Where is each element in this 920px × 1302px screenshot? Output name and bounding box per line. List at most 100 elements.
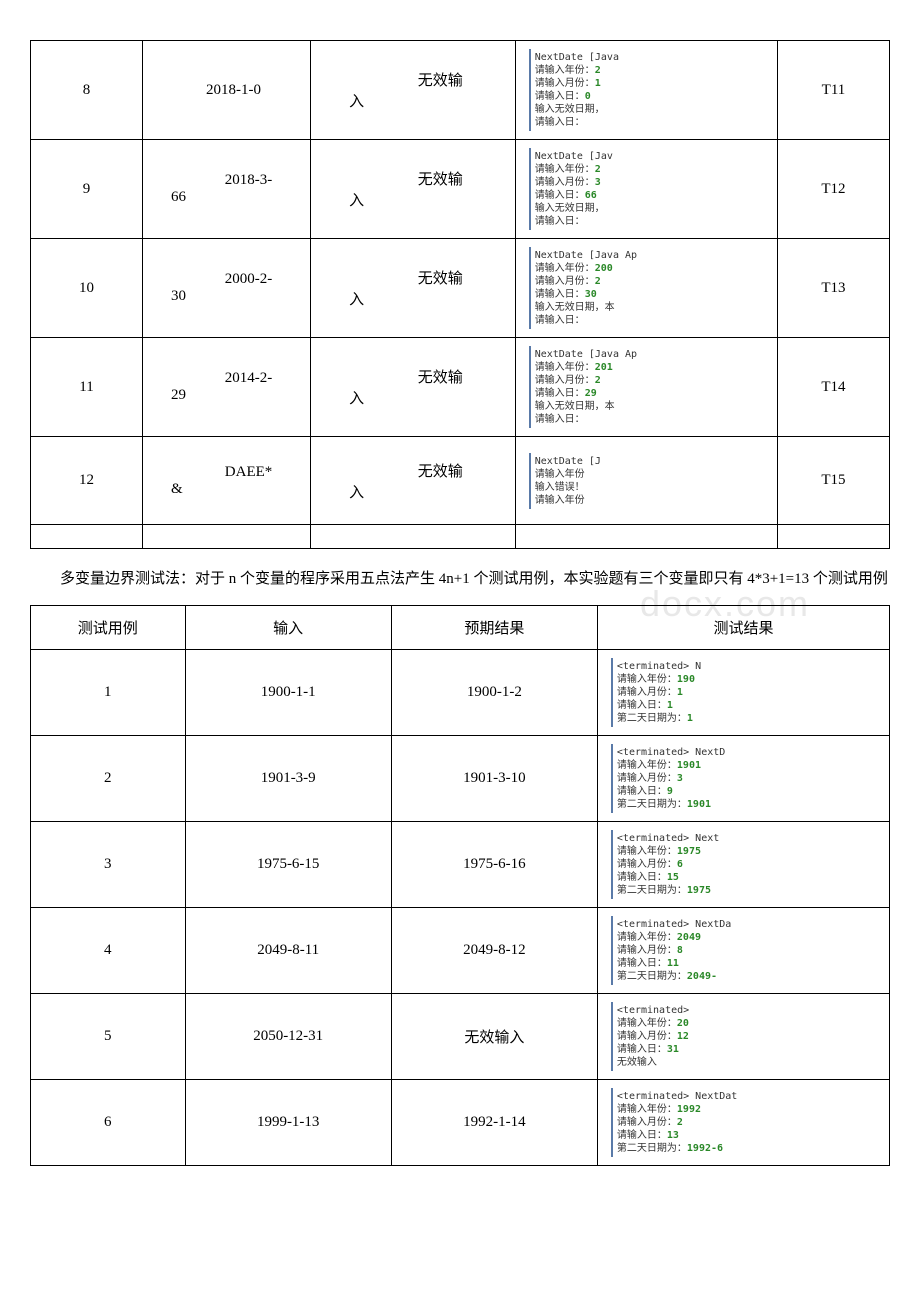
console-title: <terminated> NextD xyxy=(617,746,872,759)
row-result: <terminated> NextDa请输入年份：2049请输入月份：8请输入日… xyxy=(597,908,889,994)
console-value: 2 xyxy=(595,164,601,175)
console-line: 请输入月份：8 xyxy=(617,944,872,957)
console-value: 1901 xyxy=(687,799,711,810)
description-paragraph: 多变量边界测试法：对于 n 个变量的程序采用五点法产生 4n+1 个测试用例，本… xyxy=(30,567,890,591)
console-line: 第二天日期为：1 xyxy=(617,712,872,725)
row-num: 4 xyxy=(31,908,186,994)
console-line: 请输入月份：6 xyxy=(617,858,872,871)
row-result: <terminated> NextDat请输入年份：1992请输入月份：2请输入… xyxy=(597,1080,889,1166)
console-value: 200 xyxy=(595,263,613,274)
console-output: <terminated> Next请输入年份：1975请输入月份：6请输入日：1… xyxy=(611,830,876,899)
console-line: 请输入日：31 xyxy=(617,1043,872,1056)
row-tag: T11 xyxy=(777,41,889,140)
row-input: 2018-3-66 xyxy=(143,140,311,239)
console-line: 请输入月份：3 xyxy=(617,772,872,785)
console-value: 3 xyxy=(595,177,601,188)
console-line: 请输入日：1 xyxy=(617,699,872,712)
console-value: 1992-6 xyxy=(687,1143,723,1154)
console-value: 1975 xyxy=(677,846,701,857)
console-value: 1 xyxy=(677,687,683,698)
row-num: 6 xyxy=(31,1080,186,1166)
console-title: NextDate [J xyxy=(535,455,761,468)
table2-header-input: 输入 xyxy=(185,606,391,650)
console-output: NextDate [Java Ap请输入年份：201请输入月份：2请输入日：29… xyxy=(529,346,765,428)
row-num: 10 xyxy=(31,239,143,338)
row-input: 1900-1-1 xyxy=(185,650,391,736)
console-line: 请输入月份：2 xyxy=(535,374,761,387)
console-line: 输入无效日期， xyxy=(535,103,761,116)
table-row: 31975-6-151975-6-16<terminated> Next请输入年… xyxy=(31,822,890,908)
console-value: 31 xyxy=(667,1044,679,1055)
console-value: 8 xyxy=(677,945,683,956)
table2-header-result: 测试结果 xyxy=(597,606,889,650)
row-result: NextDate [J请输入年份输入错误！请输入年份 xyxy=(516,437,777,525)
console-value: 15 xyxy=(667,872,679,883)
row-result: NextDate [Jav请输入年份：2请输入月份：3请输入日：66输入无效日期… xyxy=(516,140,777,239)
console-value: 201 xyxy=(595,362,613,373)
console-line: 请输入月份：12 xyxy=(617,1030,872,1043)
console-output: NextDate [J请输入年份输入错误！请输入年份 xyxy=(529,453,765,509)
console-value: 9 xyxy=(667,786,673,797)
console-value: 20 xyxy=(677,1018,689,1029)
console-line: 第二天日期为：2049- xyxy=(617,970,872,983)
console-line: 请输入月份：2 xyxy=(617,1116,872,1129)
table-row: 12DAEE*&无效输入NextDate [J请输入年份输入错误！请输入年份T1… xyxy=(31,437,890,525)
row-result: <terminated> NextD请输入年份：1901请输入月份：3请输入日：… xyxy=(597,736,889,822)
row-num: 12 xyxy=(31,437,143,525)
console-title: <terminated> NextDat xyxy=(617,1090,872,1103)
table-row: 61999-1-131992-1-14<terminated> NextDat请… xyxy=(31,1080,890,1166)
console-line: 请输入日：11 xyxy=(617,957,872,970)
row-expected: 无效输入 xyxy=(311,239,516,338)
row-num: 8 xyxy=(31,41,143,140)
console-value: 1 xyxy=(667,700,673,711)
console-value: 12 xyxy=(677,1031,689,1042)
row-input: 1901-3-9 xyxy=(185,736,391,822)
console-line: 输入错误！ xyxy=(535,481,761,494)
console-output: <terminated> N请输入年份：190请输入月份：1请输入日：1第二天日… xyxy=(611,658,876,727)
row-tag: T13 xyxy=(777,239,889,338)
table2-header-row: 测试用例 输入 预期结果 测试结果 xyxy=(31,606,890,650)
console-value: 13 xyxy=(667,1130,679,1141)
row-input: 2049-8-11 xyxy=(185,908,391,994)
console-line: 第二天日期为：1975 xyxy=(617,884,872,897)
console-line: 请输入年份：1901 xyxy=(617,759,872,772)
console-line: 第二天日期为：1992-6 xyxy=(617,1142,872,1155)
console-line: 请输入日：0 xyxy=(535,90,761,103)
table-row: 92018-3-66无效输入NextDate [Jav请输入年份：2请输入月份：… xyxy=(31,140,890,239)
row-tag: T14 xyxy=(777,338,889,437)
console-line: 请输入日： xyxy=(535,215,761,228)
table2-header-num: 测试用例 xyxy=(31,606,186,650)
console-value: 1992 xyxy=(677,1104,701,1115)
console-line: 输入无效日期， xyxy=(535,202,761,215)
row-num: 2 xyxy=(31,736,186,822)
test-case-table-1: 82018-1-0无效输入NextDate [Java请输入年份：2请输入月份：… xyxy=(30,40,890,549)
console-title: <terminated> xyxy=(617,1004,872,1017)
console-line: 无效输入 xyxy=(617,1056,872,1069)
console-output: NextDate [Jav请输入年份：2请输入月份：3请输入日：66输入无效日期… xyxy=(529,148,765,230)
console-title: <terminated> N xyxy=(617,660,872,673)
console-value: 1975 xyxy=(687,885,711,896)
console-title: NextDate [Jav xyxy=(535,150,761,163)
console-line: 请输入日：9 xyxy=(617,785,872,798)
row-expected: 无效输入 xyxy=(311,338,516,437)
console-value: 2 xyxy=(595,375,601,386)
console-line: 请输入年份：2049 xyxy=(617,931,872,944)
console-line: 请输入日： xyxy=(535,314,761,327)
row-result: <terminated> N请输入年份：190请输入月份：1请输入日：1第二天日… xyxy=(597,650,889,736)
console-value: 1 xyxy=(595,78,601,89)
table-row: 21901-3-91901-3-10<terminated> NextD请输入年… xyxy=(31,736,890,822)
table-row: 52050-12-31无效输入<terminated>请输入年份：20请输入月份… xyxy=(31,994,890,1080)
row-expected: 1901-3-10 xyxy=(391,736,597,822)
row-expected: 无效输入 xyxy=(311,41,516,140)
row-input: 2000-2-30 xyxy=(143,239,311,338)
console-line: 请输入月份：1 xyxy=(617,686,872,699)
row-expected: 无效输入 xyxy=(311,140,516,239)
row-input: 2050-12-31 xyxy=(185,994,391,1080)
console-line: 请输入年份 xyxy=(535,468,761,481)
row-result: NextDate [Java Ap请输入年份：200请输入月份：2请输入日：30… xyxy=(516,239,777,338)
row-input: 1975-6-15 xyxy=(185,822,391,908)
console-title: NextDate [Java Ap xyxy=(535,249,761,262)
table-row: 42049-8-112049-8-12<terminated> NextDa请输… xyxy=(31,908,890,994)
row-result: <terminated> Next请输入年份：1975请输入月份：6请输入日：1… xyxy=(597,822,889,908)
row-input: 2014-2-29 xyxy=(143,338,311,437)
